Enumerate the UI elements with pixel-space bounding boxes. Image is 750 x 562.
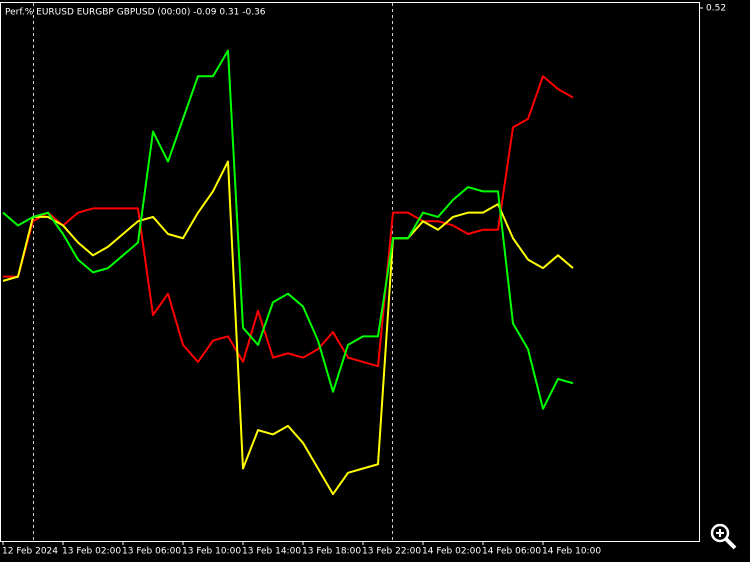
plot-frame xyxy=(0,2,700,542)
y-tick-label: 0.52 xyxy=(706,4,726,14)
chart-title: Perf.% EURUSD EURGBP GBPUSD (00:00) -0.0… xyxy=(5,8,266,18)
x-tick-label: 14 Feb 06:00 xyxy=(482,547,541,557)
x-tick-label: 13 Feb 14:00 xyxy=(242,547,301,557)
x-tick-label: 13 Feb 22:00 xyxy=(362,547,421,557)
x-tick-label: 13 Feb 18:00 xyxy=(302,547,361,557)
zoom-icon[interactable] xyxy=(710,523,737,550)
x-tick-label: 13 Feb 02:00 xyxy=(62,547,121,557)
zoom-handle xyxy=(724,537,737,550)
x-tick-label: 14 Feb 10:00 xyxy=(542,547,601,557)
series-line xyxy=(2,49,574,410)
series-line xyxy=(2,160,574,496)
zoom-lens xyxy=(710,523,730,543)
x-tick-label: 13 Feb 10:00 xyxy=(182,547,241,557)
x-tick-label: 14 Feb 02:00 xyxy=(422,547,481,557)
x-tick-label: 12 Feb 2024 xyxy=(2,547,58,557)
x-tick-label: 13 Feb 06:00 xyxy=(122,547,181,557)
series-line xyxy=(3,75,574,368)
